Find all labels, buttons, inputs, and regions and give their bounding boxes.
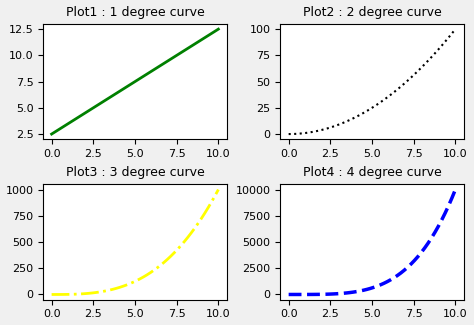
Title: Plot1 : 1 degree curve: Plot1 : 1 degree curve	[65, 6, 204, 19]
Title: Plot3 : 3 degree curve: Plot3 : 3 degree curve	[65, 166, 204, 179]
Title: Plot4 : 4 degree curve: Plot4 : 4 degree curve	[302, 166, 441, 179]
Title: Plot2 : 2 degree curve: Plot2 : 2 degree curve	[302, 6, 441, 19]
